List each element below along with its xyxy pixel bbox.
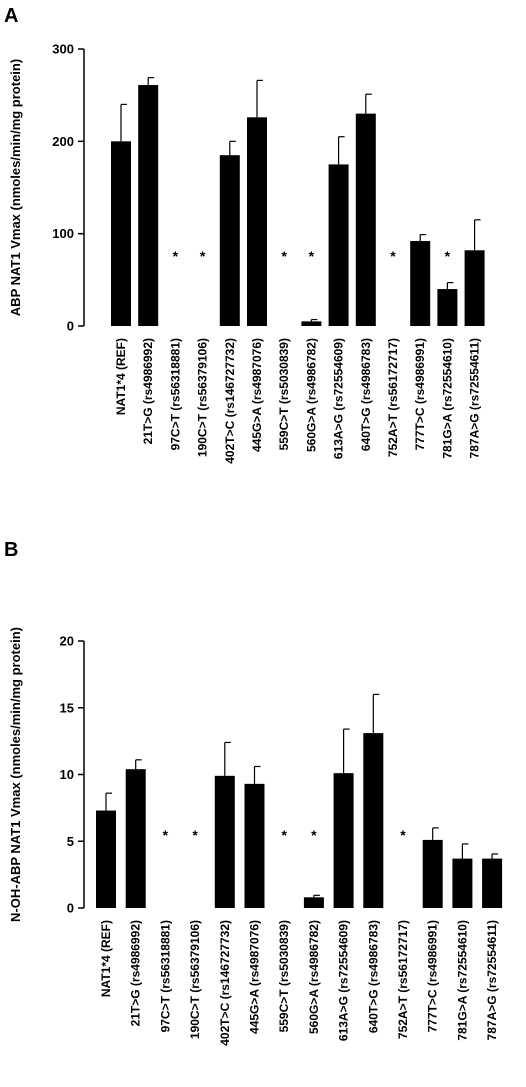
significance-star: * (309, 248, 315, 264)
bar (452, 858, 473, 908)
y-tick-label: 200 (52, 134, 74, 149)
category-label: 787A>G (rs72554611) (485, 920, 499, 1040)
category-label: 402T>C (rs146727732) (223, 338, 237, 464)
category-label: 21T>G (rs4986992) (141, 338, 155, 444)
category-label: 560G>A (rs4986782) (307, 920, 321, 1034)
y-tick-label: 100 (52, 226, 74, 241)
category-label: 559C>T (rs5030839) (277, 338, 291, 450)
bar (214, 775, 235, 908)
category-label: 445G>A (rs4987076) (248, 920, 262, 1034)
y-tick-label: 300 (52, 42, 74, 57)
y-tick-label: 10 (60, 767, 74, 782)
bar (464, 250, 485, 326)
bar (96, 810, 116, 908)
bar (301, 321, 322, 326)
category-label: 777T>C (rs4986991) (426, 920, 440, 1032)
y-tick-label: 15 (60, 700, 74, 715)
category-label: 787A>G (rs72554611) (468, 338, 482, 458)
category-label: 613A>G (rs72554609) (337, 920, 351, 1041)
bar (219, 155, 240, 326)
category-label: 559C>T (rs5030839) (277, 920, 291, 1032)
bar (244, 783, 265, 908)
bar (247, 117, 267, 327)
bar (422, 839, 443, 908)
category-label: NAT1*4 (REF) (114, 338, 128, 415)
bar (125, 769, 146, 908)
category-label: 190C>T (rs56379106) (188, 920, 202, 1039)
category-label: 445G>A (rs4987076) (250, 338, 264, 452)
bar (111, 141, 131, 326)
bar (328, 164, 349, 326)
significance-star: * (445, 248, 451, 264)
category-label: 777T>C (rs4986991) (413, 338, 427, 450)
y-tick-label: 20 (60, 634, 74, 649)
category-label: 752A>T (rs56172717) (386, 338, 400, 457)
panel-label: B (4, 539, 18, 561)
category-label: 752A>T (rs56172717) (396, 920, 410, 1039)
y-axis-title: ABP NAT1 Vmax (nmoles/min/mg protein) (8, 59, 23, 316)
category-label: 613A>G (rs72554609) (332, 338, 346, 459)
significance-star: * (400, 827, 406, 843)
significance-star: * (390, 248, 396, 264)
y-tick-label: 5 (67, 834, 74, 849)
bar (333, 773, 354, 908)
significance-star: * (281, 248, 287, 264)
bar (363, 733, 384, 908)
significance-star: * (311, 827, 317, 843)
y-tick-label: 0 (67, 901, 74, 916)
category-label: NAT1*4 (REF) (99, 920, 113, 997)
category-label: 640T>G (rs4986783) (366, 920, 380, 1033)
category-label: 781G>A (rs72554610) (455, 920, 469, 1041)
category-label: 97C>T (rs56318881) (168, 338, 182, 450)
bar (138, 85, 159, 326)
category-label: 190C>T (rs56379106) (196, 338, 210, 457)
bar (410, 241, 431, 326)
category-label: 560G>A (rs4986782) (304, 338, 318, 452)
bar (355, 113, 376, 326)
bar (437, 289, 458, 326)
bar (482, 858, 503, 908)
category-label: 97C>T (rs56318881) (158, 920, 172, 1032)
y-tick-label: 0 (67, 319, 74, 334)
significance-star: * (163, 827, 169, 843)
y-axis-title: N-OH-ABP NAT1 Vmax (nmoles/min/mg protei… (8, 627, 23, 922)
significance-star: * (200, 248, 206, 264)
significance-star: * (173, 248, 179, 264)
significance-star: * (192, 827, 198, 843)
category-label: 640T>G (rs4986783) (359, 338, 373, 451)
bar (303, 897, 324, 908)
panel-label: A (4, 5, 18, 27)
category-label: 21T>G (rs4986992) (129, 920, 143, 1026)
significance-star: * (281, 827, 287, 843)
category-label: 781G>A (rs72554610) (440, 338, 454, 459)
category-label: 402T>C (rs146727732) (218, 920, 232, 1046)
